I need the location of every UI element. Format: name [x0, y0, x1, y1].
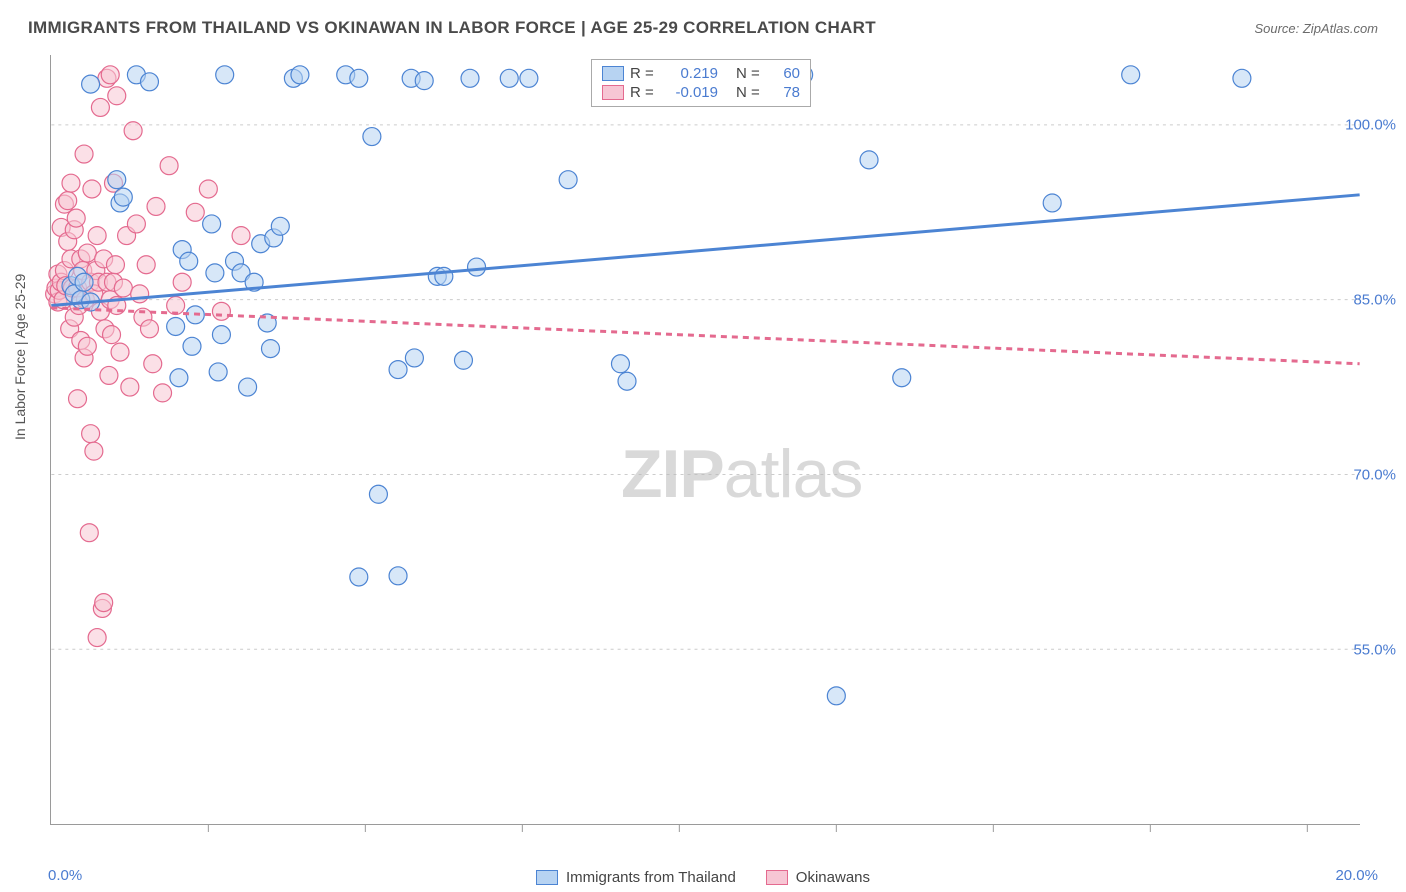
- legend-item-okinawans: Okinawans: [766, 869, 870, 886]
- title-bar: IMMIGRANTS FROM THAILAND VS OKINAWAN IN …: [28, 18, 1378, 38]
- y-tick-label: 70.0%: [1353, 467, 1396, 484]
- chart-title: IMMIGRANTS FROM THAILAND VS OKINAWAN IN …: [28, 18, 876, 38]
- legend-correlation: R = 0.219 N = 60 R = -0.019 N = 78: [591, 59, 811, 107]
- legend-swatch-pink: [766, 870, 788, 885]
- y-axis-label: In Labor Force | Age 25-29: [12, 274, 28, 440]
- x-tick-label-max: 20.0%: [1335, 867, 1378, 884]
- legend-swatch-blue: [536, 870, 558, 885]
- legend-item-thailand: Immigrants from Thailand: [536, 869, 736, 886]
- legend-row-series-1: R = 0.219 N = 60: [602, 64, 800, 83]
- y-tick-label: 100.0%: [1345, 117, 1396, 134]
- source-label: Source: ZipAtlas.com: [1254, 21, 1378, 36]
- legend-swatch-blue: [602, 66, 624, 81]
- y-tick-label: 85.0%: [1353, 292, 1396, 309]
- legend-swatch-pink: [602, 85, 624, 100]
- scatter-plot-svg: [51, 55, 1360, 824]
- legend-row-series-2: R = -0.019 N = 78: [602, 83, 800, 102]
- legend-series: Immigrants from Thailand Okinawans: [0, 869, 1406, 886]
- plot-area: ZIPatlas R = 0.219 N = 60 R = -0.019 N =…: [50, 55, 1360, 825]
- x-tick-label-min: 0.0%: [48, 867, 82, 884]
- y-tick-label: 55.0%: [1353, 642, 1396, 659]
